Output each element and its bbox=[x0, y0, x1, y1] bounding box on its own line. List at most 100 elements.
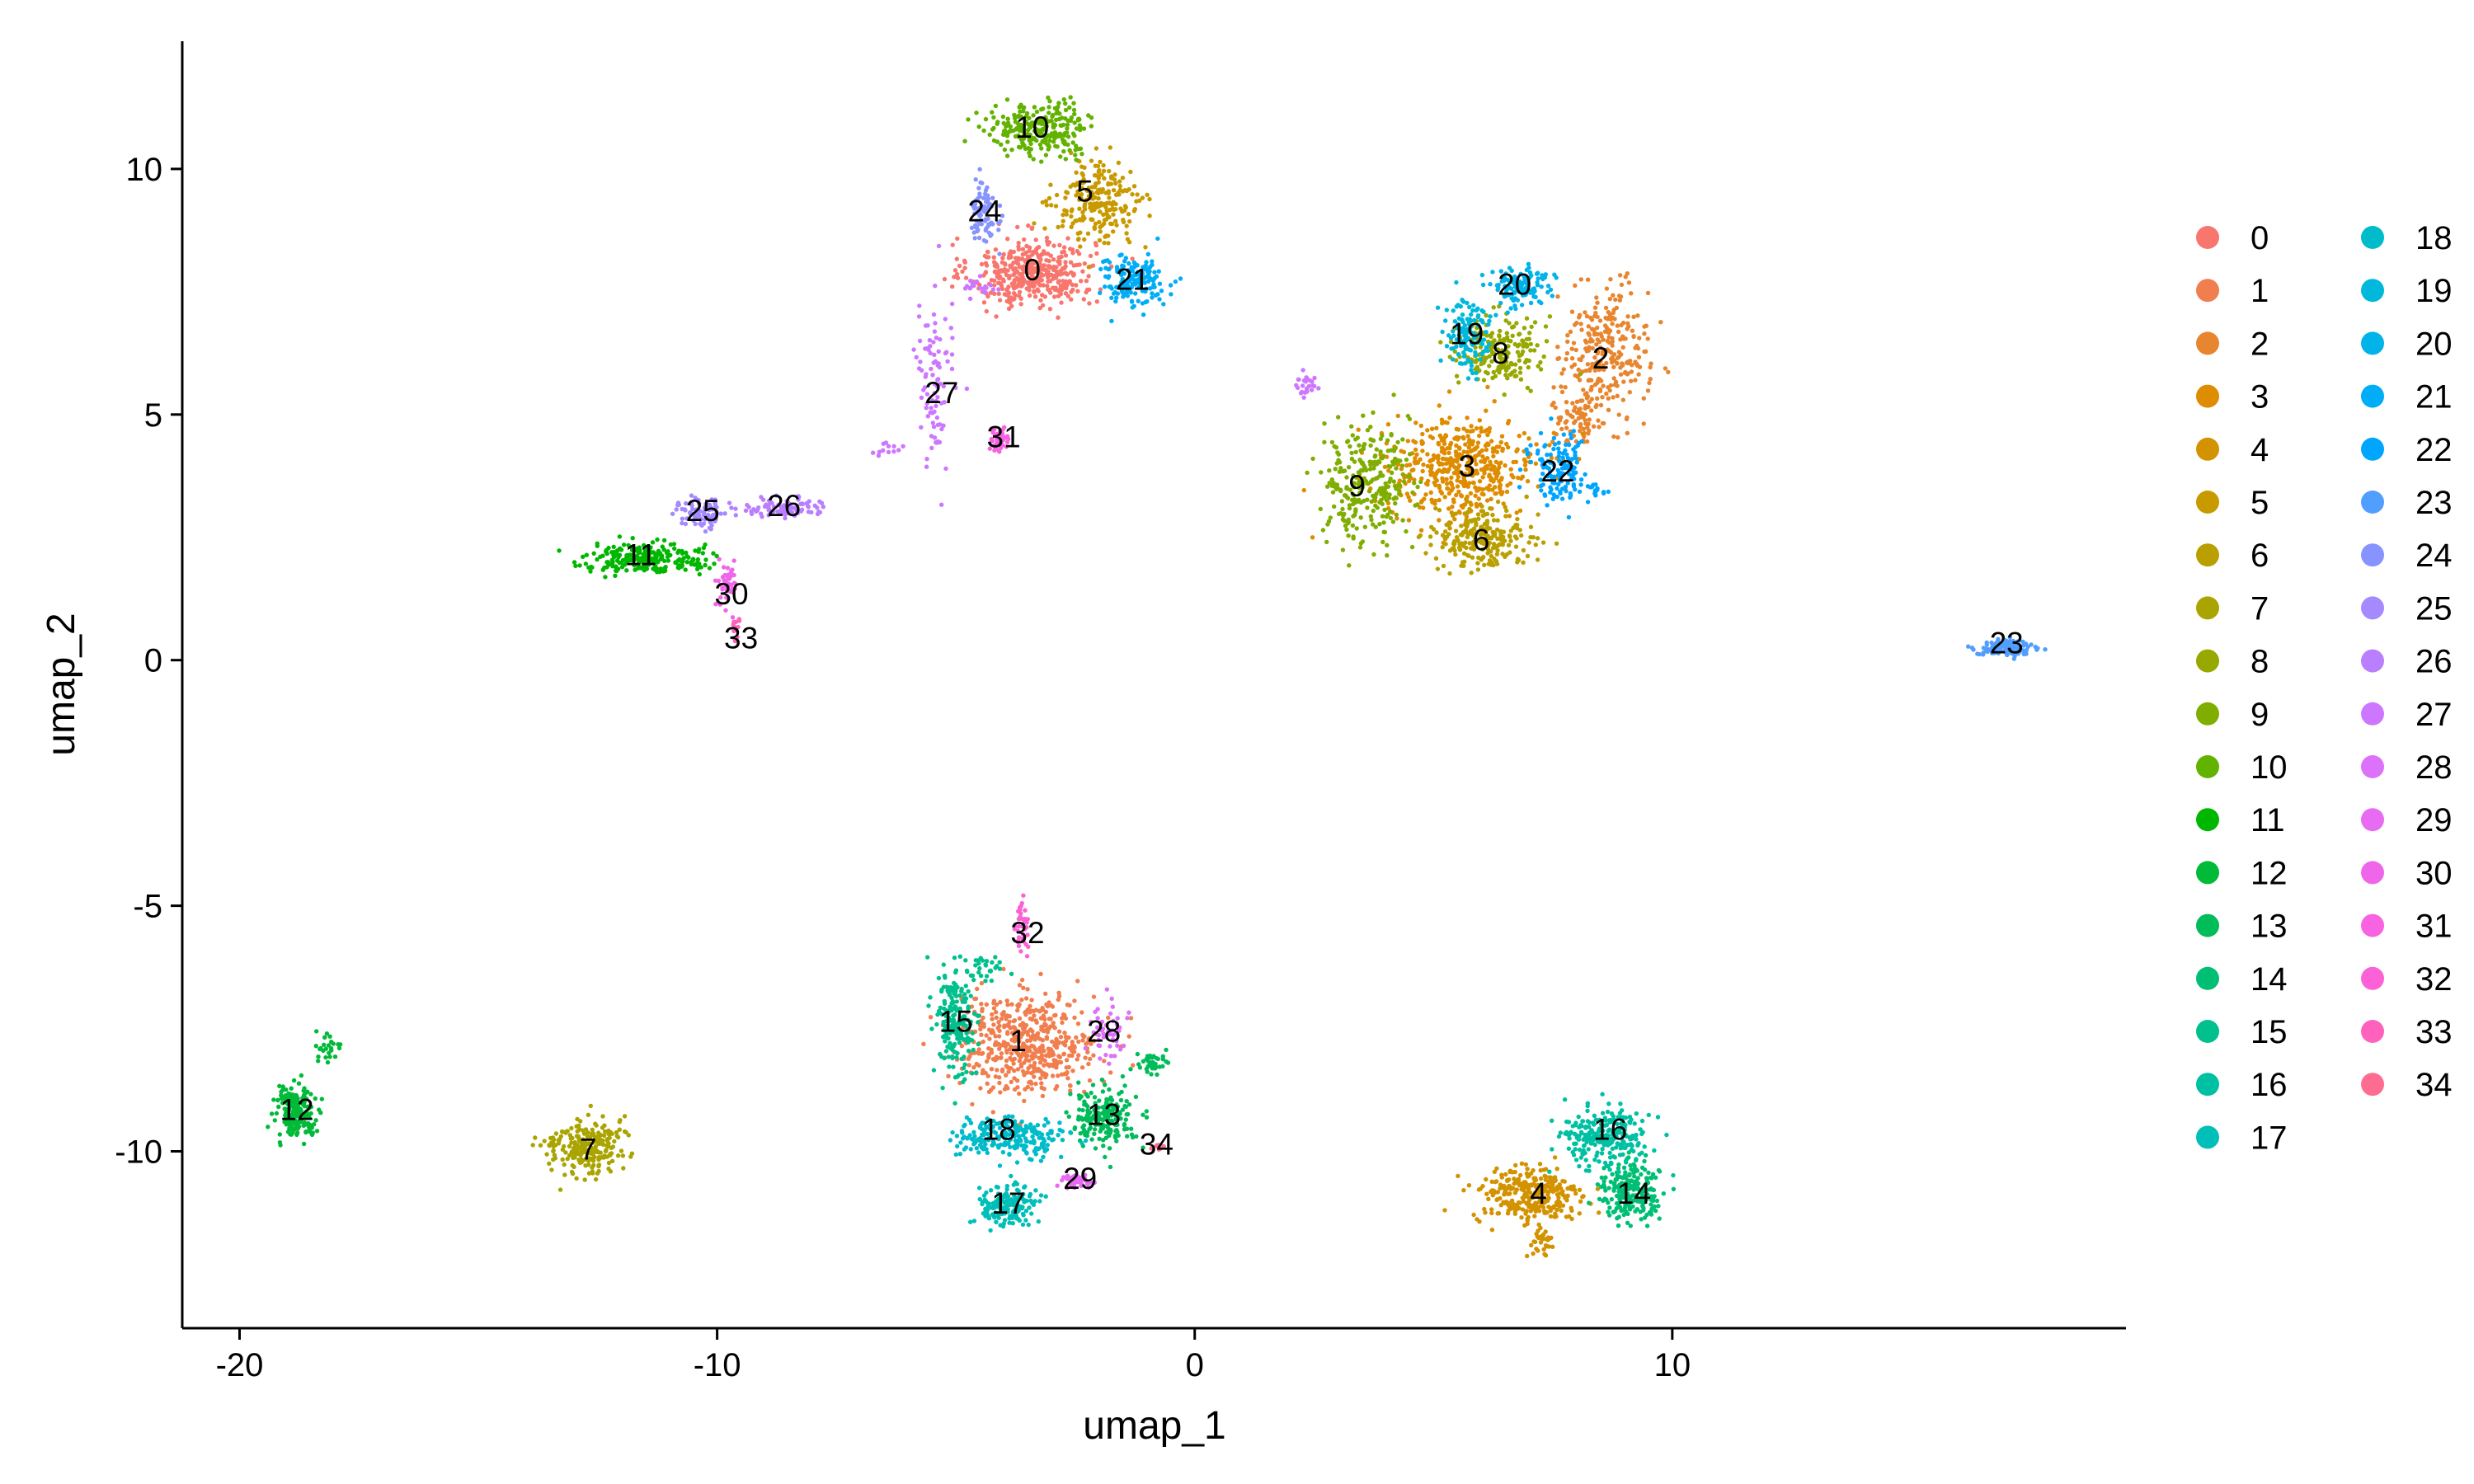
point bbox=[1546, 1184, 1551, 1190]
point bbox=[1517, 528, 1523, 533]
point bbox=[981, 1024, 986, 1029]
point bbox=[1495, 548, 1500, 553]
point bbox=[1454, 358, 1459, 363]
point bbox=[1604, 391, 1609, 397]
point bbox=[1051, 243, 1056, 248]
point bbox=[592, 1154, 597, 1160]
point bbox=[542, 1139, 547, 1144]
point bbox=[1632, 1169, 1638, 1174]
point bbox=[1084, 287, 1090, 293]
point bbox=[1122, 188, 1128, 193]
point bbox=[1365, 481, 1371, 486]
point bbox=[1044, 203, 1050, 208]
point bbox=[1568, 329, 1573, 335]
point bbox=[1577, 1147, 1583, 1153]
point bbox=[1388, 509, 1393, 514]
point bbox=[1024, 1070, 1030, 1075]
point bbox=[700, 551, 705, 556]
point bbox=[1579, 415, 1584, 420]
point bbox=[1611, 352, 1617, 357]
point bbox=[1642, 1158, 1647, 1164]
point bbox=[1601, 383, 1606, 388]
point bbox=[1540, 540, 1546, 545]
point bbox=[1644, 1223, 1650, 1228]
point bbox=[1437, 433, 1443, 438]
point bbox=[1012, 1068, 1017, 1073]
point bbox=[1390, 470, 1395, 476]
point bbox=[1068, 260, 1074, 265]
point bbox=[980, 1071, 985, 1076]
point bbox=[1093, 221, 1098, 226]
point bbox=[1523, 1162, 1529, 1167]
point bbox=[1615, 1216, 1620, 1221]
point bbox=[1063, 195, 1068, 200]
point bbox=[591, 551, 596, 556]
point bbox=[1425, 428, 1430, 433]
point bbox=[1042, 226, 1047, 231]
point bbox=[1044, 269, 1049, 274]
point bbox=[1037, 255, 1042, 260]
point bbox=[578, 1119, 583, 1124]
point bbox=[1101, 162, 1106, 168]
point bbox=[953, 970, 958, 975]
point bbox=[1388, 515, 1394, 521]
point bbox=[1430, 500, 1435, 505]
point bbox=[1599, 1151, 1605, 1156]
point bbox=[1507, 481, 1513, 486]
point bbox=[1524, 1209, 1529, 1214]
point bbox=[1450, 505, 1455, 510]
point bbox=[1418, 479, 1423, 485]
point bbox=[314, 1129, 320, 1134]
point bbox=[553, 1143, 558, 1148]
point bbox=[1448, 520, 1453, 525]
point bbox=[1487, 354, 1492, 359]
point bbox=[1034, 247, 1039, 252]
point bbox=[1039, 159, 1044, 164]
point bbox=[1326, 519, 1332, 524]
point bbox=[581, 554, 586, 559]
point bbox=[1634, 1111, 1639, 1116]
point bbox=[1042, 263, 1047, 268]
point bbox=[1597, 318, 1603, 323]
point bbox=[1392, 483, 1398, 488]
point bbox=[1133, 1094, 1139, 1100]
point bbox=[569, 1140, 574, 1145]
point bbox=[1564, 438, 1570, 443]
point bbox=[1456, 380, 1461, 385]
point bbox=[616, 1153, 621, 1158]
point bbox=[1043, 199, 1049, 204]
point bbox=[1484, 498, 1490, 503]
point bbox=[595, 541, 600, 546]
point bbox=[1077, 206, 1082, 211]
point bbox=[1437, 518, 1442, 523]
point bbox=[1017, 1059, 1023, 1064]
point bbox=[1072, 998, 1077, 1003]
point bbox=[1046, 1046, 1051, 1051]
point bbox=[1519, 533, 1524, 538]
point bbox=[1434, 530, 1439, 535]
point bbox=[1484, 369, 1489, 375]
point bbox=[1108, 207, 1112, 213]
point bbox=[565, 1156, 570, 1162]
point bbox=[1063, 101, 1068, 106]
point bbox=[1097, 237, 1103, 243]
point bbox=[1400, 518, 1405, 523]
point bbox=[1013, 270, 1018, 276]
point bbox=[1523, 467, 1528, 472]
point bbox=[1573, 1158, 1579, 1162]
point bbox=[1486, 442, 1491, 448]
point bbox=[613, 564, 618, 569]
point bbox=[960, 1071, 965, 1077]
point bbox=[1020, 247, 1026, 251]
point bbox=[1103, 1154, 1108, 1160]
point bbox=[997, 1075, 1002, 1080]
point bbox=[1581, 426, 1587, 432]
point bbox=[1018, 296, 1023, 301]
point bbox=[1468, 500, 1473, 505]
point bbox=[970, 1071, 975, 1076]
point bbox=[948, 1040, 952, 1046]
point bbox=[1504, 331, 1510, 336]
point bbox=[1594, 402, 1599, 408]
point bbox=[1661, 1191, 1667, 1196]
point bbox=[1629, 1147, 1634, 1153]
